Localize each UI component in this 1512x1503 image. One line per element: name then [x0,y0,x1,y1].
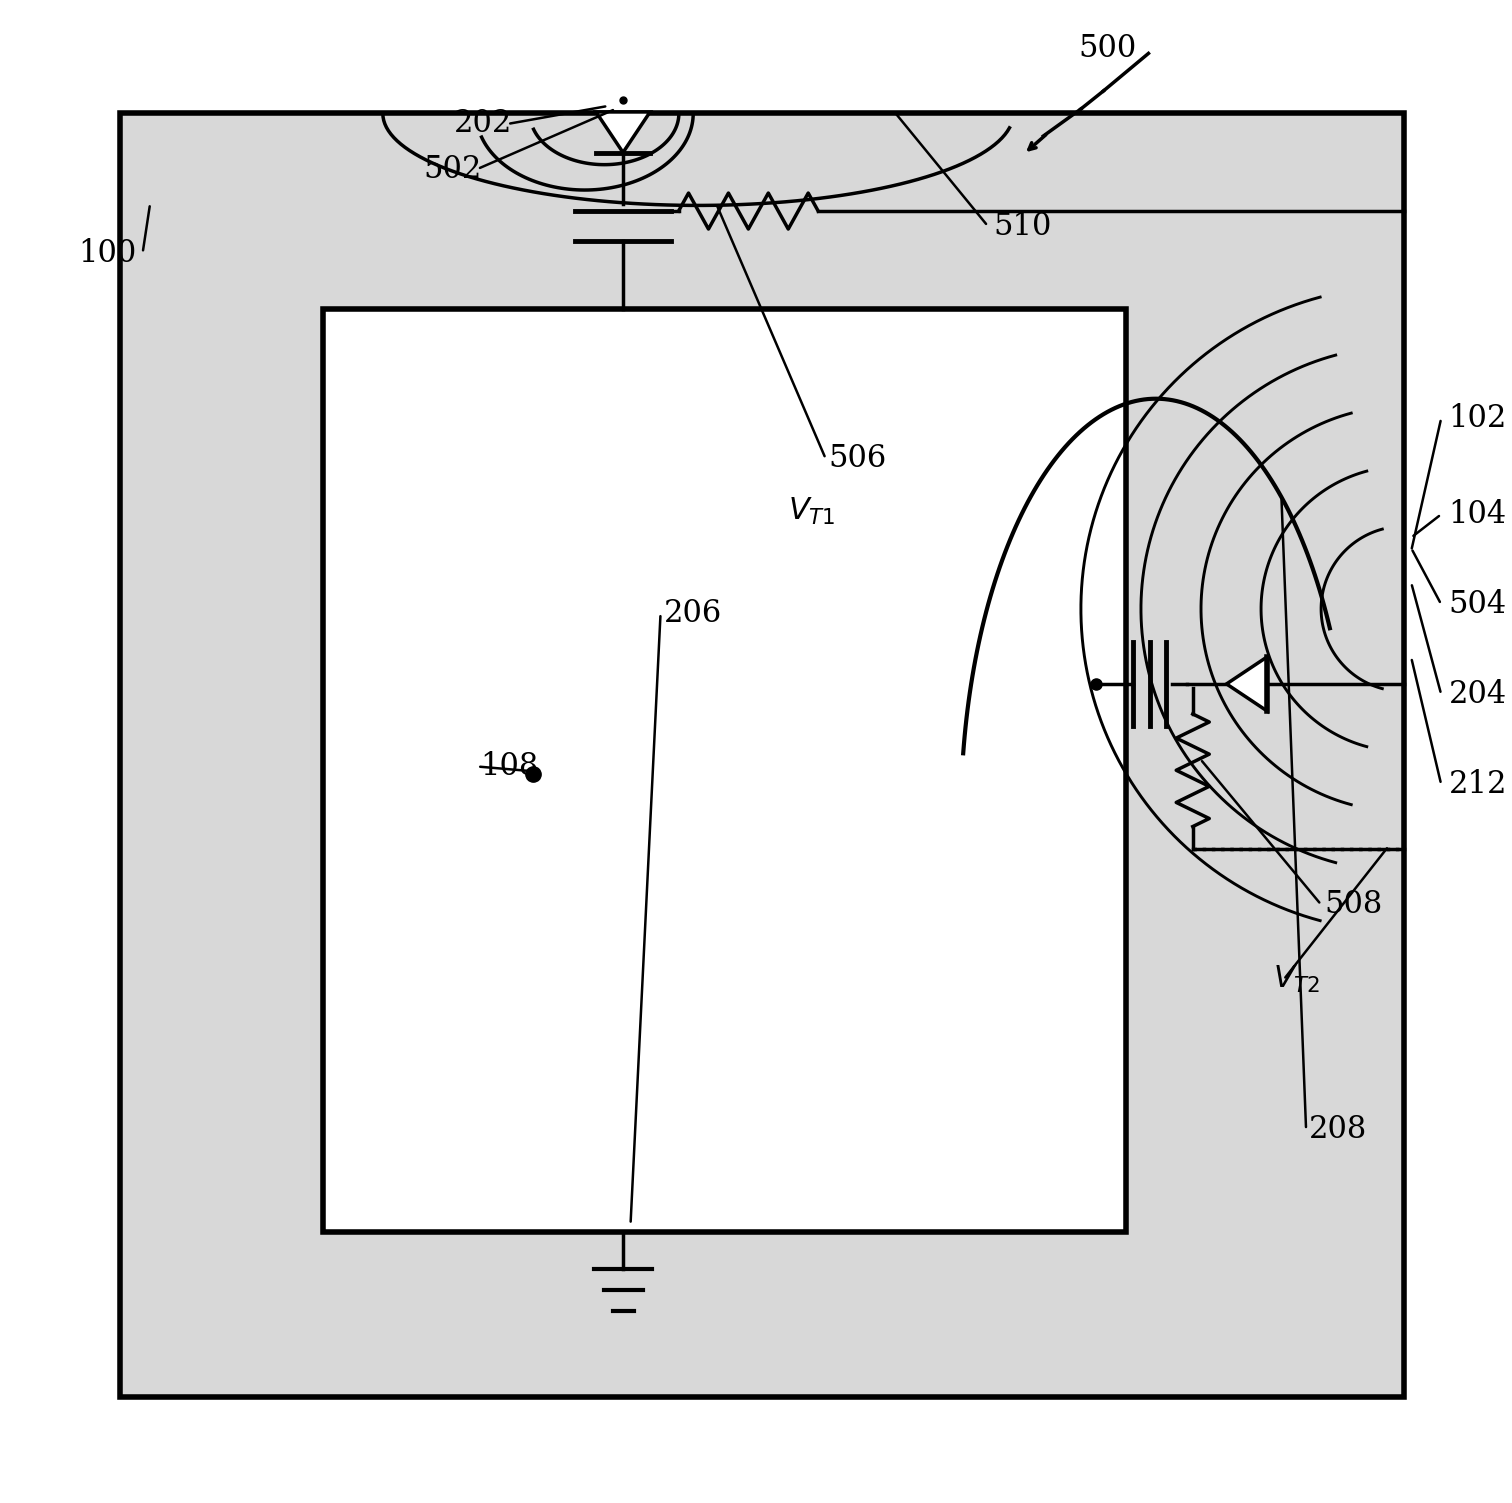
Text: 204: 204 [1448,679,1507,709]
Text: 510: 510 [993,210,1052,242]
Text: 208: 208 [1309,1114,1367,1145]
Text: 102: 102 [1448,403,1507,434]
Polygon shape [1226,657,1267,711]
Text: 508: 508 [1325,890,1382,920]
Text: $V_{T2}$: $V_{T2}$ [1273,963,1320,995]
Text: 202: 202 [454,108,511,140]
Polygon shape [596,111,650,152]
Text: 206: 206 [664,598,721,628]
Text: 500: 500 [1078,33,1136,65]
Text: $V_{T1}$: $V_{T1}$ [788,496,836,528]
Text: 504: 504 [1448,589,1507,619]
Bar [119,113,1403,1396]
Text: 104: 104 [1448,499,1507,529]
Text: 502: 502 [423,153,482,185]
Text: 108: 108 [481,752,538,782]
Bar [322,308,1126,1232]
Text: 212: 212 [1448,770,1507,800]
Text: 506: 506 [829,443,888,475]
Text: 100: 100 [79,237,136,269]
